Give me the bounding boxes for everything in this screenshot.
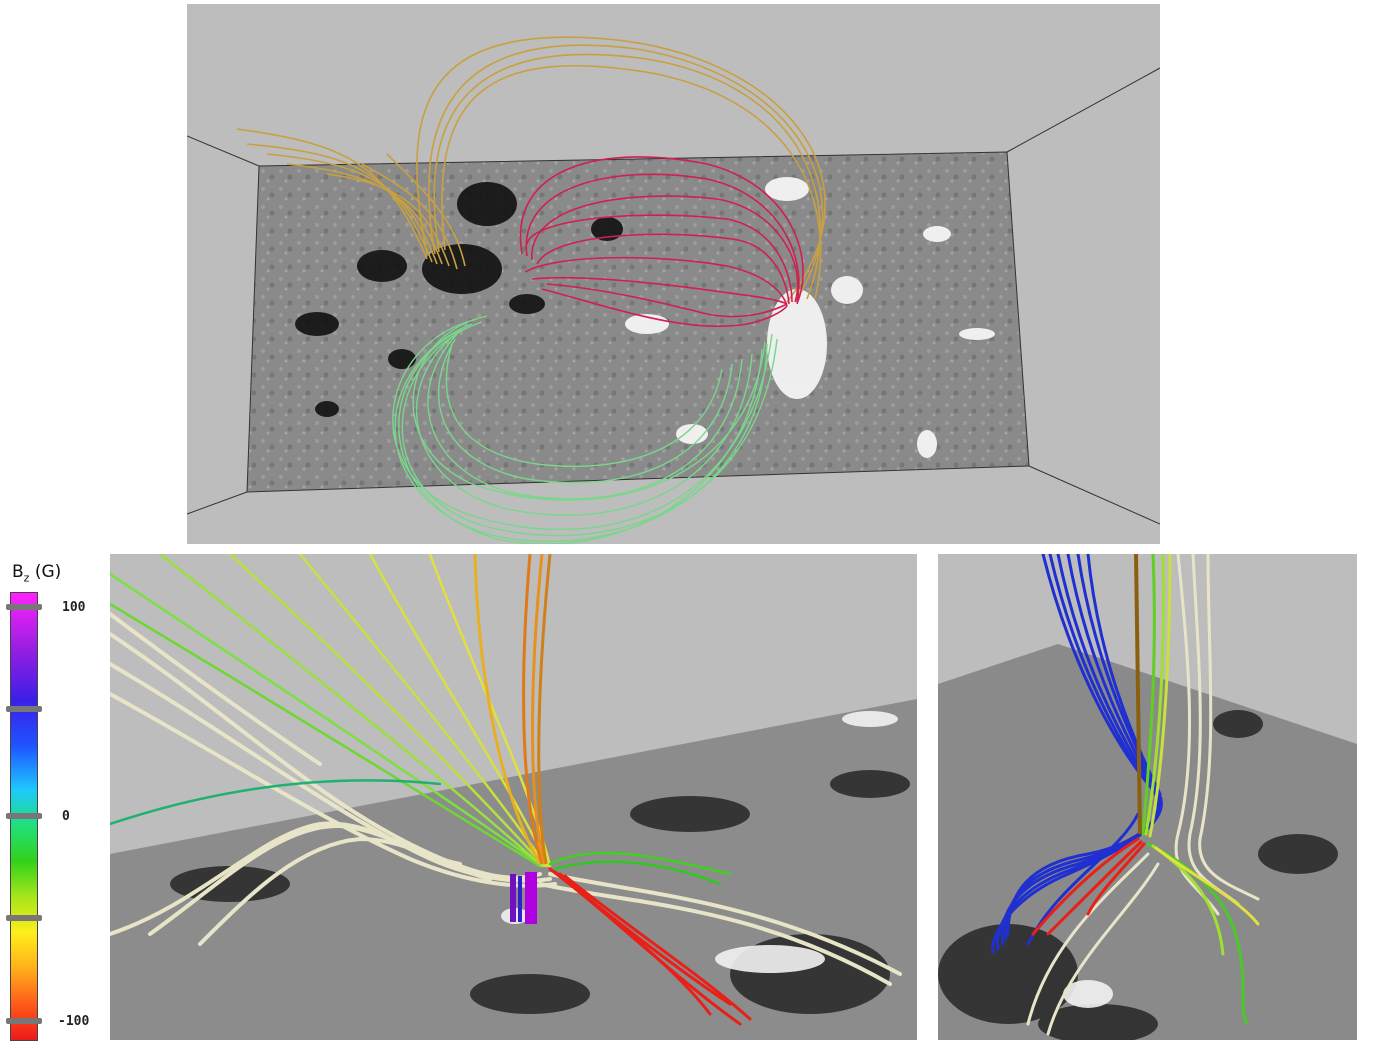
blue-field-lines: [991, 554, 1163, 954]
colorbar-title-unit: (G): [34, 562, 62, 582]
colorbar-title-main: B: [12, 562, 24, 582]
bottom-right-field-line-render: [938, 554, 1357, 1040]
colorbar-tick: [6, 915, 42, 921]
colorbar-label-zero: 0: [62, 809, 70, 824]
gold-field-lines: [236, 36, 826, 303]
red-field-lines: [519, 156, 804, 328]
colorbar-title-sub: z: [23, 571, 30, 585]
magnetogram-floor: [110, 699, 917, 1040]
bottom-left-field-line-render: [110, 554, 917, 1040]
negative-polarity-patches: [938, 710, 1338, 1040]
positive-polarity-patches: [1063, 980, 1113, 1008]
negative-polarity-patches: [170, 770, 910, 1014]
red-field-lines: [1031, 837, 1146, 936]
bz-colorbar: Bz (G) 100 0 -100: [0, 558, 110, 1043]
bottom-left-visualization-panel: [110, 554, 917, 1040]
colorbar-tick: [6, 1018, 42, 1024]
top-visualization-panel: [187, 4, 1160, 544]
red-field-lines: [548, 867, 752, 1026]
bottom-right-visualization-panel: [938, 554, 1357, 1040]
colorbar-tick: [6, 813, 42, 819]
vertical-field-lines: [473, 554, 552, 865]
central-field-line: [1134, 554, 1142, 835]
green-field-lines: [110, 554, 732, 886]
negative-polarity-patches: [295, 182, 623, 417]
colorbar-tick: [6, 706, 42, 712]
colorbar-label-max: 100: [62, 600, 86, 615]
colorbar-label-min: -100: [58, 1014, 90, 1029]
colorbar-tick: [6, 604, 42, 610]
purple-footpoint: [510, 872, 537, 924]
colorbar-title: Bz (G): [12, 562, 61, 584]
green-field-lines: [1141, 554, 1260, 1026]
green-field-lines: [392, 315, 778, 544]
top-field-line-render: [187, 4, 1160, 544]
